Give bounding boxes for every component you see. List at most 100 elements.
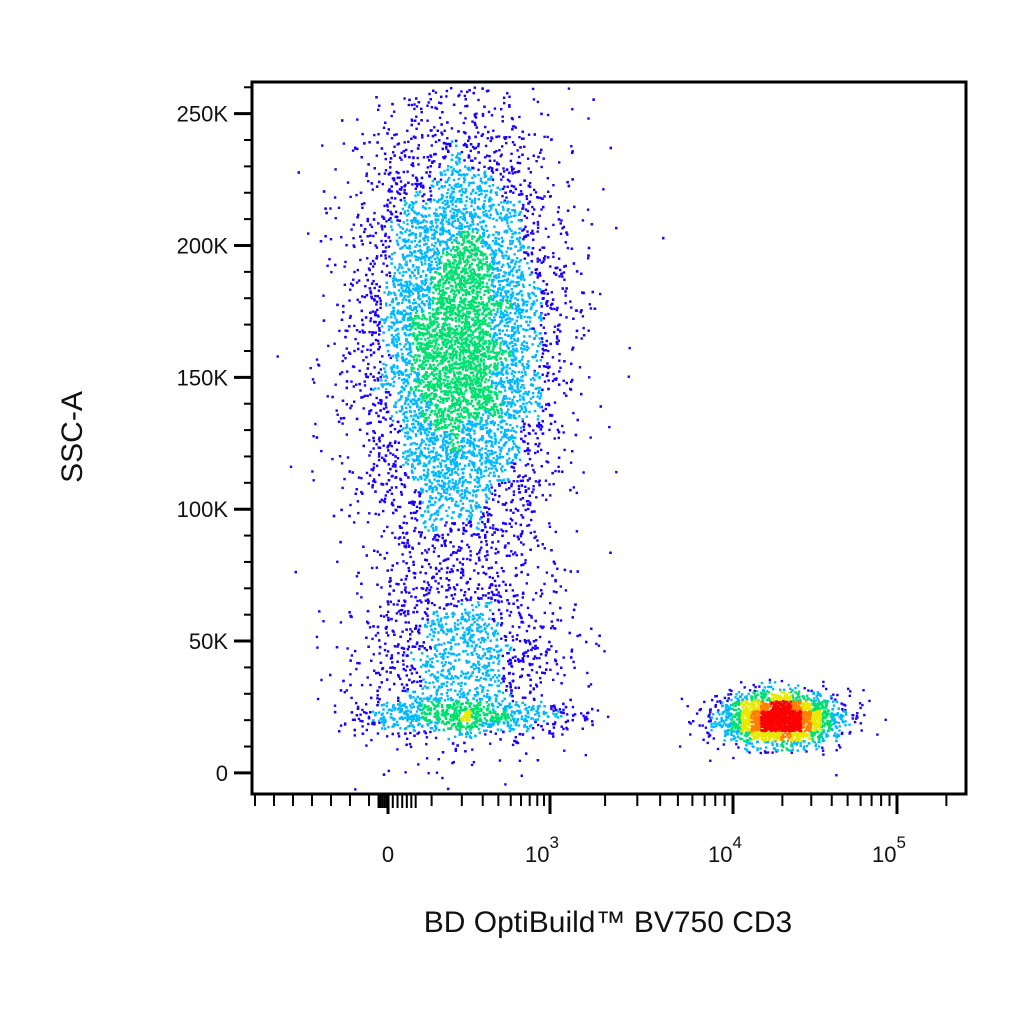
event-dot: [551, 471, 554, 475]
event-dot: [491, 669, 495, 672]
event-dot: [787, 683, 790, 687]
event-dot: [391, 629, 394, 632]
event-dot: [356, 216, 359, 219]
event-dot: [746, 750, 749, 753]
event-dot: [372, 447, 375, 450]
event-dot: [590, 223, 594, 226]
event-dot: [523, 251, 526, 254]
event-dot: [468, 155, 471, 159]
event-dot: [400, 428, 404, 432]
event-dot: [566, 246, 570, 250]
event-dot: [452, 677, 455, 680]
event-dot: [413, 107, 416, 111]
event-dot: [361, 132, 364, 136]
event-dot: [510, 184, 513, 188]
event-dot: [413, 201, 416, 205]
event-dot: [385, 286, 389, 289]
event-dot: [377, 700, 380, 704]
event-dot: [457, 600, 460, 603]
event-dot: [565, 287, 568, 290]
event-dot: [532, 327, 535, 330]
event-dot: [518, 213, 521, 216]
event-dot: [366, 394, 369, 397]
event-dot: [536, 386, 539, 390]
event-dot: [465, 518, 469, 521]
event-dot: [352, 237, 355, 240]
event-dot: [452, 653, 456, 656]
event-dot: [550, 645, 553, 648]
event-dot: [488, 575, 491, 579]
event-dot: [845, 713, 848, 716]
event-dot: [430, 106, 434, 109]
event-dot: [346, 647, 349, 650]
event-dot: [457, 152, 460, 155]
event-dot: [392, 151, 395, 154]
event-dot: [546, 292, 549, 295]
event-dot: [382, 773, 386, 776]
event-dot: [527, 364, 530, 367]
event-dot: [444, 539, 447, 542]
event-dot: [768, 678, 772, 682]
event-dot: [379, 302, 382, 306]
event-dot: [497, 482, 501, 486]
event-dot: [361, 323, 365, 326]
event-dot: [477, 656, 480, 659]
event-dot: [399, 478, 403, 482]
event-dot: [479, 518, 482, 521]
event-dot: [410, 137, 413, 140]
event-dot: [483, 506, 486, 509]
event-dot: [421, 134, 424, 137]
event-dot: [394, 402, 398, 405]
event-dot: [371, 710, 375, 713]
event-dot: [544, 288, 548, 292]
event-dot: [377, 371, 381, 375]
event-dot: [533, 718, 536, 722]
event-dot: [553, 271, 556, 275]
event-dot: [578, 633, 582, 637]
event-dot: [385, 281, 388, 284]
event-dot: [383, 648, 387, 652]
event-dot: [379, 368, 382, 371]
event-dot: [384, 169, 388, 172]
event-dot: [370, 738, 373, 742]
event-dot: [427, 198, 430, 201]
event-dot: [452, 168, 455, 171]
event-dot: [702, 738, 705, 741]
event-dot: [384, 121, 387, 124]
event-dot: [422, 587, 425, 590]
event-dot: [588, 376, 591, 379]
event-dot: [441, 653, 445, 656]
event-dot: [333, 342, 336, 345]
event-dot: [406, 214, 409, 217]
event-dot: [380, 239, 383, 243]
event-dot: [555, 708, 558, 712]
event-dot: [467, 588, 470, 591]
event-dot: [546, 371, 550, 375]
event-dot: [519, 523, 522, 527]
event-dot: [511, 436, 515, 439]
event-dot: [365, 294, 369, 297]
event-dot: [545, 344, 548, 347]
event-dot: [484, 182, 487, 185]
event-dot: [530, 252, 534, 256]
event-dot: [563, 749, 566, 752]
event-dot: [405, 574, 408, 578]
event-dot: [410, 208, 413, 211]
event-dot: [417, 101, 421, 104]
event-dot: [506, 185, 509, 188]
event-dot: [566, 181, 569, 184]
event-dot: [403, 483, 406, 487]
event-dot: [493, 151, 496, 154]
event-dot: [406, 219, 409, 222]
event-dot: [355, 329, 359, 332]
event-dot: [563, 674, 566, 677]
event-dot: [559, 366, 562, 369]
event-dot: [552, 712, 555, 715]
event-dot: [430, 144, 433, 147]
event-dot: [494, 547, 498, 551]
event-dot: [354, 337, 357, 341]
event-dot: [364, 373, 368, 376]
event-dot: [562, 708, 565, 712]
event-dot: [531, 229, 534, 232]
event-dot: [507, 449, 511, 452]
